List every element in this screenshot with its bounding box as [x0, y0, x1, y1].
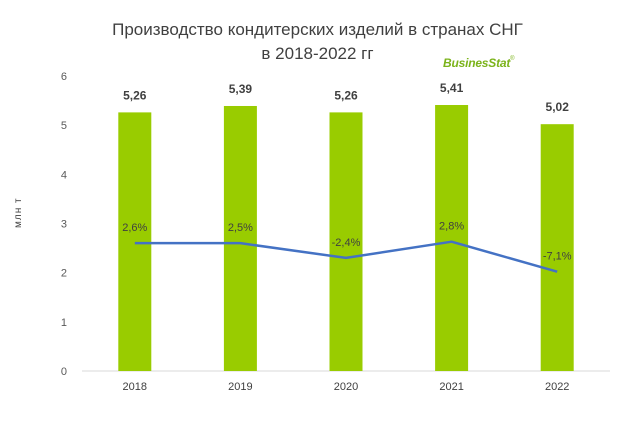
bar — [223, 105, 257, 371]
growth-rate-label: -7,1% — [543, 251, 572, 263]
bar — [435, 105, 469, 371]
y-tick-label: 3 — [61, 219, 67, 231]
y-tick-label: 5 — [61, 120, 67, 132]
chart-title: Производство кондитерских изделий в стра… — [0, 18, 635, 66]
chart-title-line-2: в 2018-2022 гг — [261, 44, 374, 63]
y-tick-label: 0 — [61, 366, 67, 378]
chart-title-line-1: Производство кондитерских изделий в стра… — [112, 20, 523, 39]
bar — [118, 112, 152, 371]
x-tick-label: 2020 — [334, 381, 358, 393]
x-tick-label: 2019 — [228, 381, 252, 393]
bar-value-label: 5,39 — [229, 82, 253, 96]
bar — [329, 112, 363, 371]
bar-value-label: 5,26 — [123, 88, 147, 102]
bar-value-label: 5,26 — [334, 88, 358, 102]
businesstat-logo: BusinesStat® — [443, 56, 515, 70]
x-tick-label: 2022 — [545, 381, 569, 393]
logo-text: BusinesStat — [443, 56, 511, 70]
growth-rate-label: 2,5% — [228, 222, 253, 234]
growth-rate-label: 2,8% — [439, 221, 464, 233]
y-tick-label: 4 — [61, 169, 67, 181]
growth-rate-label: 2,6% — [122, 222, 147, 234]
y-tick-label: 2 — [61, 268, 67, 280]
bar-value-label: 5,02 — [546, 100, 570, 114]
bar-value-label: 5,41 — [440, 81, 464, 95]
growth-rate-label: -2,4% — [332, 237, 361, 249]
x-tick-label: 2018 — [123, 381, 147, 393]
x-tick-label: 2021 — [439, 381, 463, 393]
growth-line — [134, 240, 558, 273]
y-tick-label: 6 — [61, 71, 67, 83]
y-tick-label: 1 — [61, 317, 67, 329]
bar — [540, 124, 574, 371]
registered-mark: ® — [510, 56, 515, 62]
